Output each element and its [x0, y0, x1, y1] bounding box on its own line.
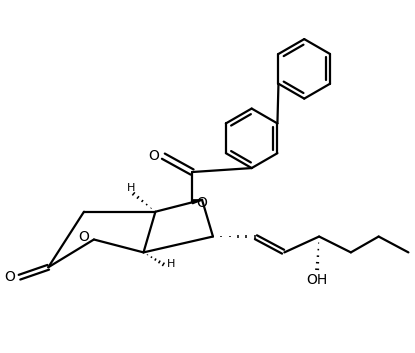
- Text: OH: OH: [307, 273, 328, 287]
- Text: O: O: [149, 149, 159, 163]
- Text: O: O: [196, 196, 207, 210]
- Text: H: H: [127, 183, 135, 193]
- Text: O: O: [5, 270, 15, 284]
- Text: O: O: [78, 229, 89, 244]
- Polygon shape: [192, 200, 202, 204]
- Text: H: H: [167, 259, 176, 269]
